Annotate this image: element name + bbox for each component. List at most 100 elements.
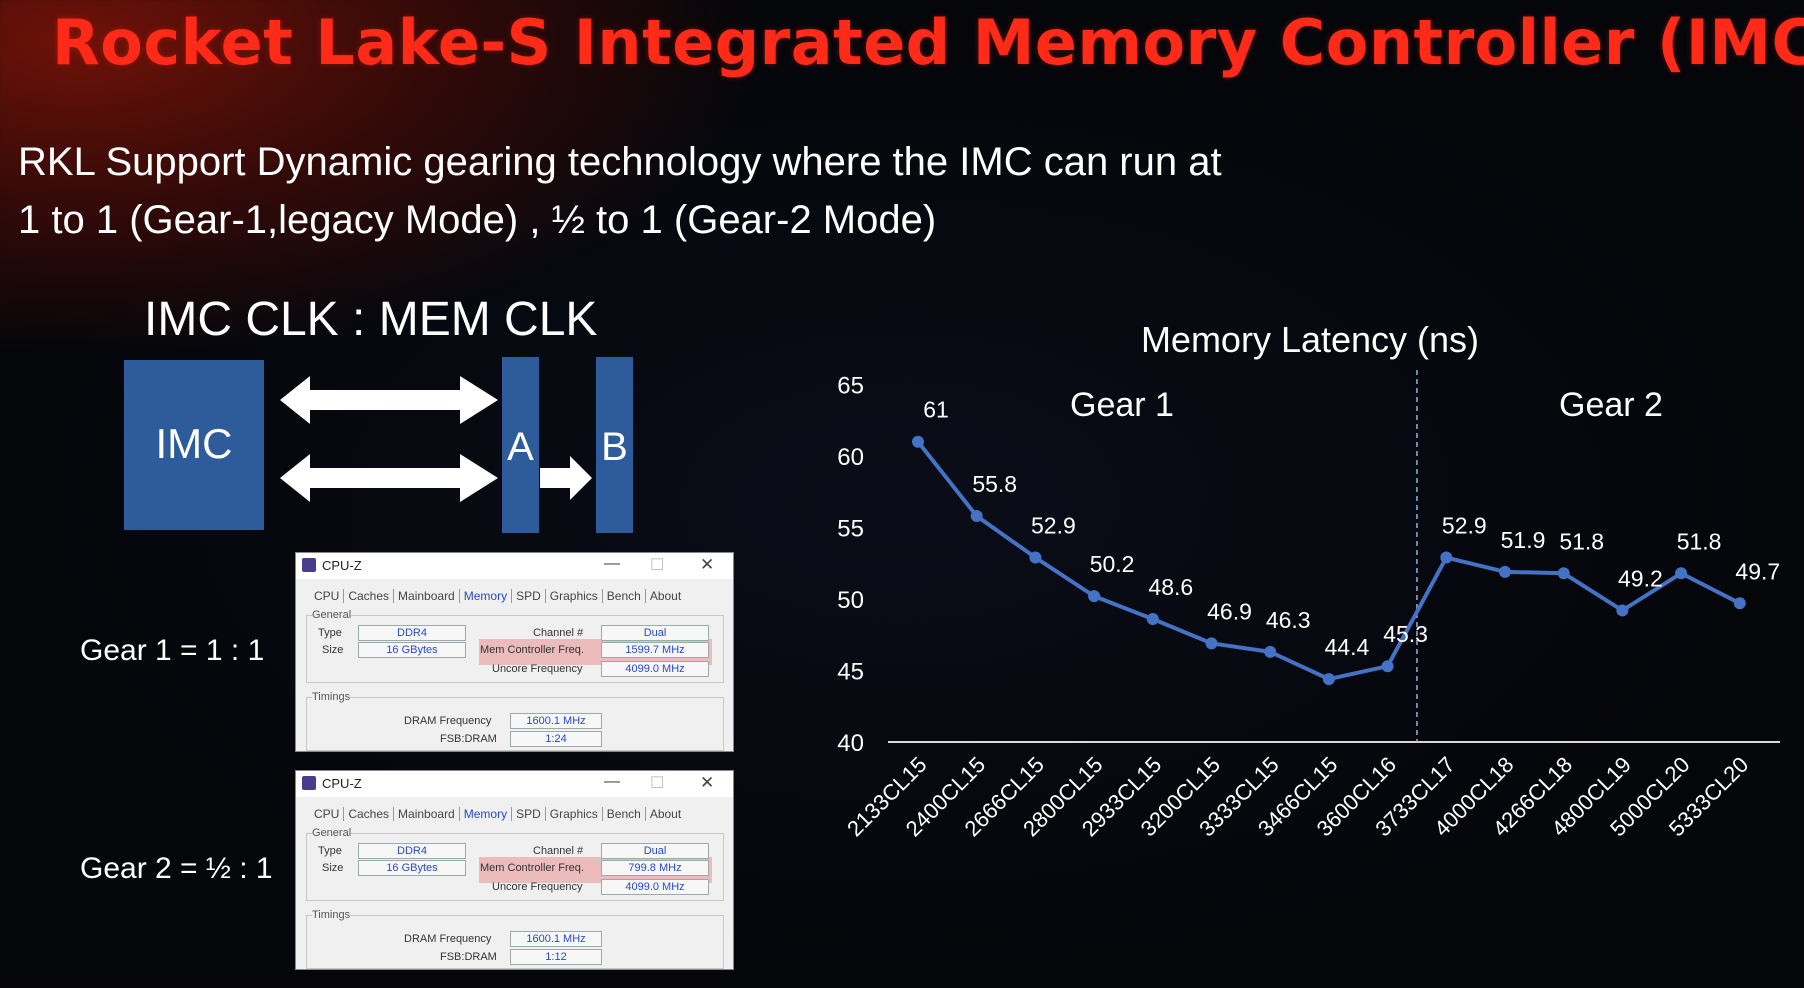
tab-mainboard[interactable]: Mainboard bbox=[394, 807, 460, 821]
subtitle-line-1: RKL Support Dynamic gearing technology w… bbox=[18, 140, 1222, 184]
gear1-label: Gear 1 = 1 : 1 bbox=[80, 634, 265, 667]
x-tick-label: 3600CL16 bbox=[1312, 752, 1401, 841]
size-label: Size bbox=[322, 862, 344, 874]
data-label: 50.2 bbox=[1090, 551, 1135, 577]
tab-memory[interactable]: Memory bbox=[460, 807, 513, 821]
memory-bar-a bbox=[502, 357, 539, 533]
cpuz-app-title: CPU-Z bbox=[322, 558, 362, 573]
dram-frequency-value: 1600.1 MHz bbox=[510, 931, 602, 947]
bar-b-label: B bbox=[601, 425, 628, 469]
cpuz-app-icon bbox=[302, 558, 316, 572]
data-label: 55.8 bbox=[972, 471, 1017, 497]
mem-controller-freq-value: 799.8 MHz bbox=[601, 860, 709, 876]
tab-about[interactable]: About bbox=[649, 807, 682, 821]
minimize-icon[interactable]: — bbox=[604, 555, 620, 572]
size-value: 16 GBytes bbox=[358, 860, 466, 876]
tab-graphics[interactable]: Graphics bbox=[546, 807, 603, 821]
general-frame bbox=[306, 833, 724, 901]
x-tick-label: 4266CL18 bbox=[1488, 752, 1577, 841]
type-value: DDR4 bbox=[358, 843, 466, 859]
imc-label: IMC bbox=[155, 420, 233, 467]
data-label: 46.9 bbox=[1207, 598, 1252, 624]
x-tick-label: 4000CL18 bbox=[1429, 752, 1518, 841]
data-label: 61 bbox=[923, 397, 949, 423]
close-icon[interactable]: ✕ bbox=[700, 773, 715, 792]
gear1-region-label: Gear 1 bbox=[1070, 386, 1174, 424]
bar-a-label: A bbox=[507, 425, 534, 469]
data-label: 51.8 bbox=[1559, 528, 1604, 554]
dram-frequency-value: 1600.1 MHz bbox=[510, 713, 602, 729]
cpuz-tabs: CPU Caches Mainboard Memory SPD Graphics Bench… bbox=[310, 807, 685, 821]
data-point bbox=[1733, 597, 1746, 610]
tab-caches[interactable]: Caches bbox=[344, 807, 395, 821]
fsb-dram-value: 1:24 bbox=[510, 731, 602, 747]
tab-spd[interactable]: SPD bbox=[512, 807, 546, 821]
data-point bbox=[1616, 604, 1629, 617]
data-point bbox=[1381, 660, 1394, 673]
data-point bbox=[1088, 590, 1101, 603]
mem-controller-freq-value: 1599.7 MHz bbox=[601, 642, 709, 658]
tab-bench[interactable]: Bench bbox=[603, 807, 646, 821]
minimize-icon[interactable]: — bbox=[604, 773, 620, 790]
channel-value: Dual bbox=[601, 625, 709, 641]
channel-label: Channel # bbox=[533, 627, 584, 639]
tab-mainboard[interactable]: Mainboard bbox=[394, 589, 460, 603]
y-tick-label: 65 bbox=[837, 373, 864, 400]
x-tick-label: 5000CL20 bbox=[1605, 752, 1694, 841]
double-arrow-bottom bbox=[280, 454, 498, 502]
tab-spd[interactable]: SPD bbox=[512, 589, 546, 603]
data-point bbox=[1499, 565, 1511, 578]
data-point bbox=[1440, 551, 1453, 564]
x-tick-label: 3333CL15 bbox=[1194, 752, 1283, 841]
cpuz-window-gear2: CPU-Z — ☐ ✕ CPU Caches Mainboard Memory SPD G… bbox=[295, 770, 734, 970]
tab-memory[interactable]: Memory bbox=[460, 589, 513, 603]
tab-cpu[interactable]: CPU bbox=[310, 589, 345, 603]
tab-cpu[interactable]: CPU bbox=[310, 807, 345, 821]
y-tick-label: 55 bbox=[837, 516, 864, 543]
data-point bbox=[1029, 551, 1042, 564]
close-icon[interactable]: ✕ bbox=[700, 555, 715, 574]
data-point bbox=[1264, 645, 1277, 658]
cpuz-titlebar: CPU-Z — ☐ ✕ bbox=[296, 553, 733, 579]
uncore-frequency-value: 4099.0 MHz bbox=[601, 879, 709, 895]
x-tick-label: 3466CL15 bbox=[1253, 752, 1342, 841]
x-tick-label: 4800CL19 bbox=[1546, 752, 1635, 841]
x-tick-label: 3200CL15 bbox=[1136, 752, 1225, 841]
uncore-frequency-label: Uncore Frequency bbox=[492, 881, 583, 893]
data-label: 49.2 bbox=[1618, 565, 1663, 591]
x-tick-label: 3733CL17 bbox=[1370, 752, 1459, 841]
timings-group-label: Timings bbox=[312, 909, 351, 921]
tab-about[interactable]: About bbox=[649, 589, 682, 603]
x-tick-label: 2666CL15 bbox=[959, 752, 1048, 841]
tab-bench[interactable]: Bench bbox=[603, 589, 646, 603]
general-group-label: General bbox=[312, 827, 352, 839]
data-label: 49.7 bbox=[1735, 558, 1780, 584]
double-arrow-top bbox=[280, 376, 498, 424]
general-frame bbox=[306, 615, 724, 683]
cpuz-app-icon bbox=[302, 776, 316, 790]
size-label: Size bbox=[322, 644, 344, 656]
channel-label: Channel # bbox=[533, 845, 584, 857]
fsb-dram-label: FSB:DRAM bbox=[440, 951, 497, 963]
cpuz-window-gear1: CPU-Z — ☐ ✕ CPU Caches Mainboard Memory SPD G… bbox=[295, 552, 734, 752]
clock-ratio-label: IMC CLK : MEM CLK bbox=[144, 293, 598, 346]
data-point bbox=[1675, 567, 1688, 580]
data-label: 44.4 bbox=[1325, 634, 1370, 660]
channel-value: Dual bbox=[601, 843, 709, 859]
cpuz-app-title: CPU-Z bbox=[322, 776, 362, 791]
x-tick-label: 2933CL15 bbox=[1077, 752, 1166, 841]
data-point bbox=[1146, 613, 1159, 626]
mem-controller-freq-label: Mem Controller Freq. bbox=[480, 862, 584, 874]
x-tick-label: 2800CL15 bbox=[1018, 752, 1107, 841]
tab-graphics[interactable]: Graphics bbox=[546, 589, 603, 603]
data-label: 51.9 bbox=[1501, 527, 1546, 553]
type-label: Type bbox=[318, 627, 342, 639]
y-tick-label: 45 bbox=[837, 659, 864, 686]
dram-frequency-label: DRAM Frequency bbox=[404, 933, 492, 945]
tab-caches[interactable]: Caches bbox=[344, 589, 395, 603]
timings-group-label: Timings bbox=[312, 691, 351, 703]
clock-arrows bbox=[280, 376, 592, 502]
maximize-icon[interactable]: ☐ bbox=[650, 557, 665, 574]
uncore-frequency-value: 4099.0 MHz bbox=[601, 661, 709, 677]
maximize-icon[interactable]: ☐ bbox=[650, 775, 665, 792]
